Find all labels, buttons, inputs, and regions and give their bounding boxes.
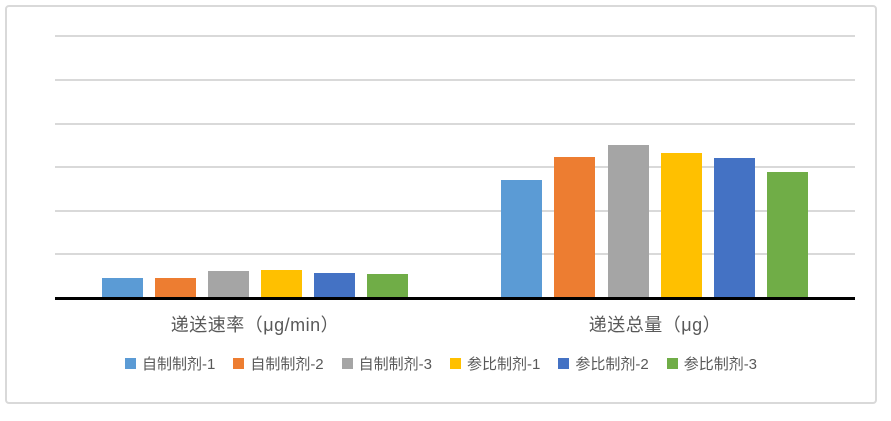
legend-item-自制制剂-1: 自制制剂-1 <box>124 353 216 374</box>
bar-参比制剂-3-group2 <box>766 172 808 298</box>
gridline <box>55 166 855 169</box>
legend-swatch-icon <box>124 358 136 369</box>
legend-label: 参比制剂-2 <box>575 356 649 373</box>
bar-参比制剂-1-group1 <box>261 269 303 298</box>
legend-label: 自制制剂-3 <box>358 356 432 373</box>
bar-自制制剂-3-group2 <box>607 144 649 298</box>
legend-label: 参比制剂-3 <box>683 356 758 373</box>
legend: 自制制剂-1 自制制剂-2 自制制剂-3 参比制剂-1 参比制剂-2 参比制剂-3 <box>5 353 877 374</box>
bar-自制制剂-2-group1 <box>154 277 196 298</box>
gridline <box>55 209 855 212</box>
gridline <box>55 35 855 38</box>
legend-label: 自制制剂-2 <box>250 356 324 373</box>
legend-swatch-icon <box>666 358 678 369</box>
legend-label: 参比制剂-1 <box>467 356 541 373</box>
bar-自制制剂-3-group1 <box>207 271 249 298</box>
legend-label: 自制制剂-1 <box>141 356 216 373</box>
legend-item-参比制剂-1: 参比制剂-1 <box>450 353 540 374</box>
bar-自制制剂-1-group1 <box>101 277 143 298</box>
legend-item-参比制剂-3: 参比制剂-3 <box>666 353 758 374</box>
legend-swatch-icon <box>450 358 461 369</box>
bar-自制制剂-1-group2 <box>501 180 543 298</box>
bar-参比制剂-1-group2 <box>660 153 702 298</box>
bar-参比制剂-2-group2 <box>713 157 755 298</box>
gridline <box>55 79 855 81</box>
bar-自制制剂-2-group2 <box>554 156 596 298</box>
legend-swatch-icon <box>233 358 245 369</box>
bar-参比制剂-2-group1 <box>314 272 356 298</box>
category-label-delivery-rate: 递送速率（μg/min） <box>170 315 340 335</box>
legend-swatch-icon <box>558 358 570 369</box>
category-label-delivery-total: 递送总量（μg） <box>588 315 722 335</box>
legend-item-参比制剂-2: 参比制剂-2 <box>558 353 649 374</box>
legend-swatch-icon <box>341 358 353 369</box>
legend-item-自制制剂-2: 自制制剂-2 <box>233 353 324 374</box>
legend-item-自制制剂-3: 自制制剂-3 <box>341 353 432 374</box>
gridline <box>55 122 855 125</box>
x-axis-line <box>55 297 855 300</box>
gridline <box>55 253 855 256</box>
bar-参比制剂-3-group1 <box>367 273 409 298</box>
